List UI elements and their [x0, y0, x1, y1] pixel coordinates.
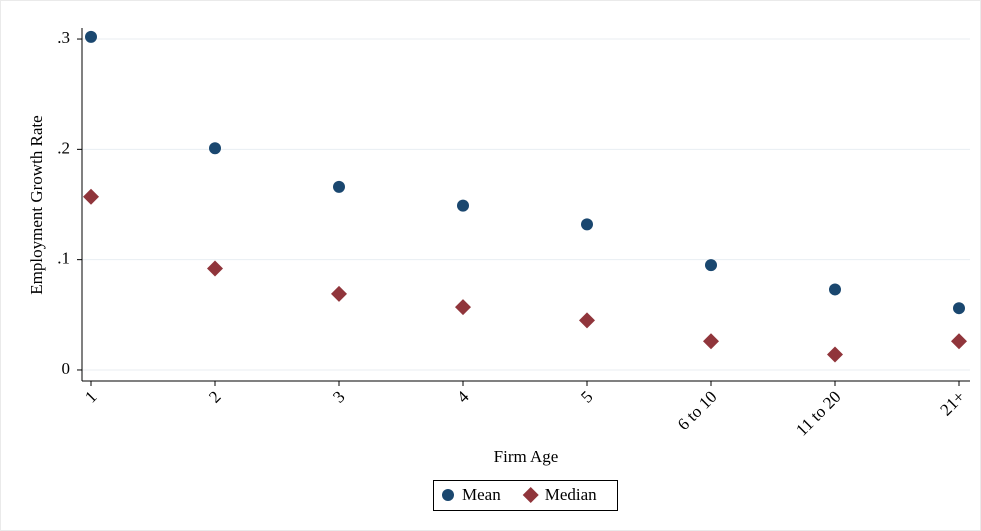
circle-marker	[829, 283, 841, 296]
circle-marker	[442, 489, 454, 501]
circle-marker	[85, 30, 97, 43]
circle-marker	[209, 142, 221, 155]
circle-marker	[705, 259, 717, 272]
legend-label: Mean	[462, 485, 501, 504]
diamond-marker	[579, 312, 595, 329]
x-axis-title: Firm Age	[494, 447, 559, 466]
y-tick-label: .1	[57, 249, 70, 268]
circle-marker	[333, 180, 345, 193]
diamond-marker	[703, 333, 719, 350]
diamond-marker	[207, 260, 223, 277]
diamond-marker	[951, 333, 967, 350]
diamond-marker	[522, 487, 539, 503]
y-tick-label: .2	[57, 138, 70, 157]
y-tick-label: 0	[62, 359, 71, 378]
circle-marker	[581, 218, 593, 231]
circle-marker	[457, 199, 469, 212]
diamond-marker	[455, 299, 471, 316]
y-tick-label: .3	[57, 28, 70, 47]
diamond-marker	[83, 188, 99, 205]
circle-marker	[953, 302, 965, 315]
y-axis-title: Employment Growth Rate	[27, 115, 46, 294]
diamond-marker	[827, 346, 843, 363]
legend-label: Median	[545, 485, 597, 504]
diamond-marker	[331, 285, 347, 302]
